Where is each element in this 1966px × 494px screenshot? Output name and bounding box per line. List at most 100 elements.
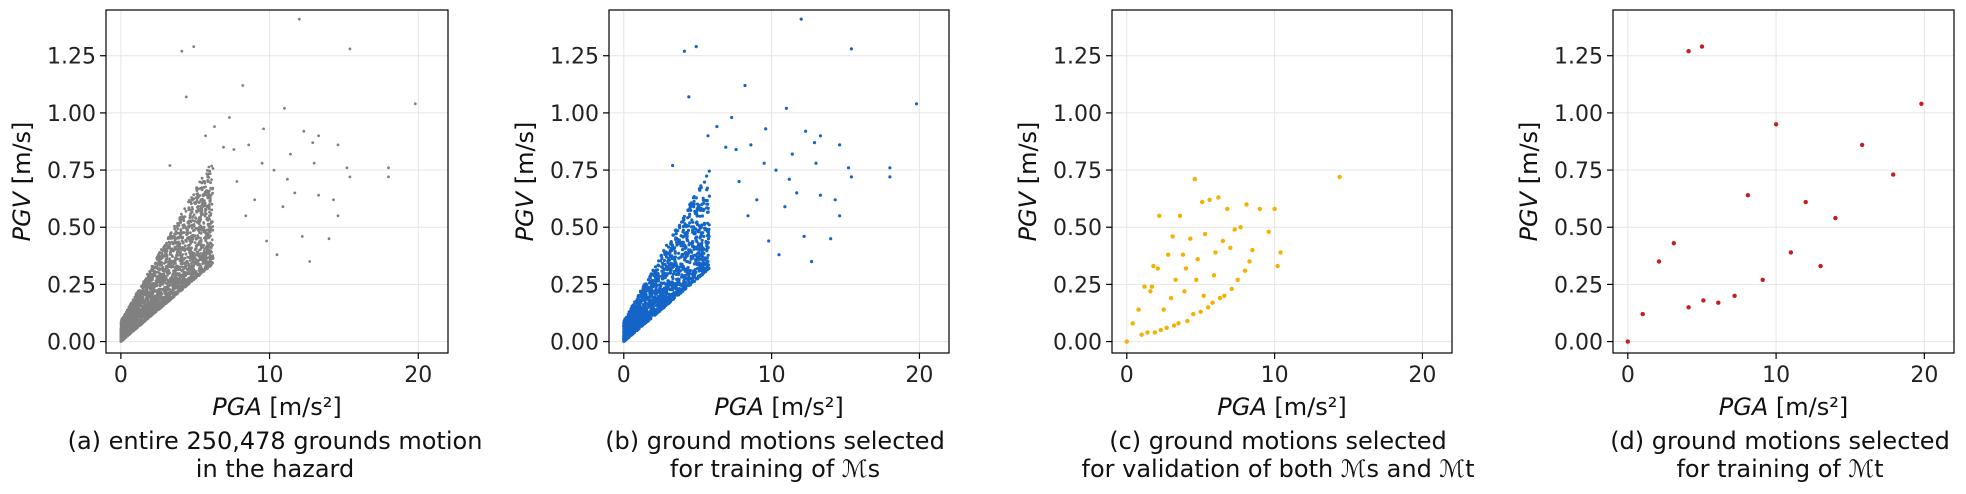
data-point <box>1136 307 1141 312</box>
data-point <box>126 326 130 330</box>
data-point <box>687 283 691 287</box>
data-point <box>627 321 632 325</box>
data-point <box>668 266 672 270</box>
data-point <box>136 295 140 298</box>
data-point <box>692 195 696 199</box>
data-point <box>1170 234 1175 239</box>
data-point <box>156 262 160 266</box>
data-point <box>205 241 209 245</box>
data-point <box>150 286 154 289</box>
data-point <box>1257 206 1263 212</box>
data-point <box>1247 259 1252 264</box>
data-point <box>124 316 128 319</box>
data-point <box>181 215 184 218</box>
data-point <box>201 213 205 216</box>
data-point <box>648 303 652 307</box>
data-point <box>655 283 659 287</box>
data-point <box>141 312 144 316</box>
data-point <box>1124 339 1130 344</box>
data-point <box>1216 195 1221 200</box>
data-point <box>191 215 195 219</box>
data-point <box>168 252 172 256</box>
data-point <box>648 280 652 284</box>
data-point <box>730 115 734 120</box>
data-point <box>1188 236 1193 241</box>
data-point <box>201 225 205 229</box>
data-point <box>162 245 166 249</box>
data-point <box>648 313 652 317</box>
data-points-c <box>1124 174 1342 344</box>
data-point <box>888 175 892 179</box>
data-point <box>128 330 132 334</box>
data-point <box>149 296 153 299</box>
data-point <box>132 313 136 317</box>
data-point <box>688 212 692 216</box>
x-tick-label: 0 <box>1120 363 1134 388</box>
caption-line: (c) ground motions selected <box>1109 427 1447 455</box>
data-point <box>293 191 297 195</box>
data-point <box>696 244 700 248</box>
data-point <box>140 289 143 293</box>
data-point <box>173 235 176 239</box>
data-point <box>174 292 178 296</box>
data-point <box>275 253 279 257</box>
data-point <box>187 238 191 241</box>
data-point <box>173 259 177 262</box>
data-point <box>156 280 160 283</box>
data-point <box>652 273 656 278</box>
data-point <box>764 127 768 131</box>
x-axis-label: PGA [m/s²] <box>714 393 843 421</box>
data-point <box>665 298 669 302</box>
data-point <box>176 222 180 225</box>
data-point <box>658 293 662 297</box>
data-point <box>1625 339 1631 344</box>
data-point <box>838 143 842 147</box>
data-point <box>1803 199 1808 205</box>
data-point <box>639 301 643 305</box>
data-point <box>175 253 178 257</box>
data-point <box>155 307 159 311</box>
data-point <box>205 172 209 176</box>
data-point <box>155 275 159 279</box>
data-point <box>185 233 189 237</box>
data-point <box>682 49 687 53</box>
data-point <box>171 242 175 246</box>
data-point <box>387 166 390 170</box>
data-point <box>120 332 124 336</box>
data-point <box>317 193 320 197</box>
data-point <box>207 180 210 183</box>
data-point <box>698 252 703 256</box>
data-point <box>1213 250 1218 255</box>
data-point <box>173 276 177 280</box>
data-point <box>262 127 265 131</box>
data-point <box>677 282 681 286</box>
data-point <box>151 269 154 273</box>
data-point <box>140 300 144 304</box>
data-point <box>198 220 202 224</box>
data-point <box>204 231 208 235</box>
data-point <box>209 186 213 190</box>
data-point <box>184 95 188 99</box>
data-point <box>120 338 124 342</box>
data-point <box>1207 197 1212 202</box>
data-point <box>704 239 708 244</box>
data-point <box>664 295 668 299</box>
data-point <box>199 224 203 228</box>
data-point <box>692 262 697 266</box>
data-point <box>191 254 195 257</box>
y-tick-label: 1.25 <box>1554 45 1603 70</box>
data-point <box>143 293 147 297</box>
data-point <box>154 290 158 293</box>
data-point <box>700 265 704 269</box>
data-point <box>167 271 171 275</box>
data-point <box>193 260 196 264</box>
data-point <box>1152 330 1158 335</box>
data-point <box>192 223 196 226</box>
data-point <box>190 256 194 260</box>
data-point <box>684 223 689 227</box>
data-point <box>178 289 182 293</box>
data-point <box>734 147 738 152</box>
data-point <box>661 302 665 307</box>
data-point <box>743 83 747 88</box>
